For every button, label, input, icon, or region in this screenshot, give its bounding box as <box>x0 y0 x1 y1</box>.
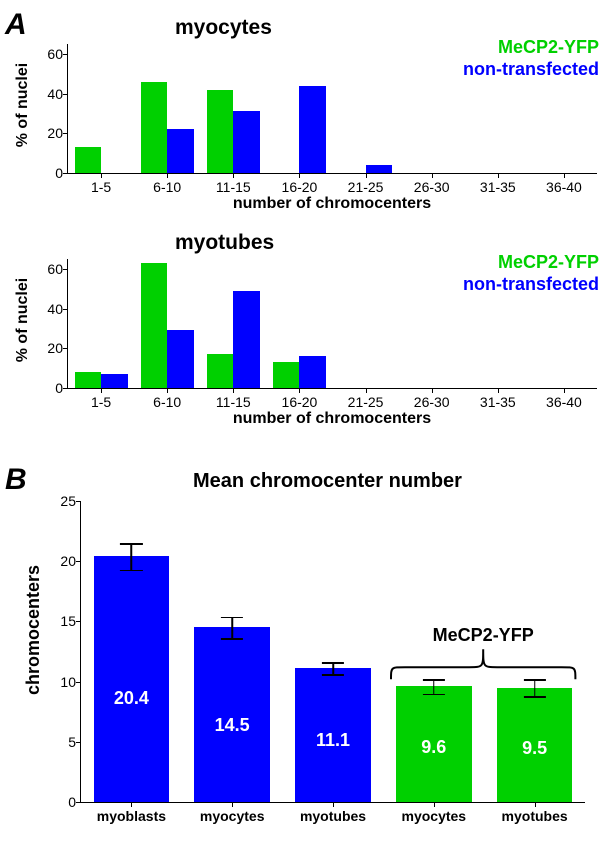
chart-b-brace <box>0 0 609 853</box>
